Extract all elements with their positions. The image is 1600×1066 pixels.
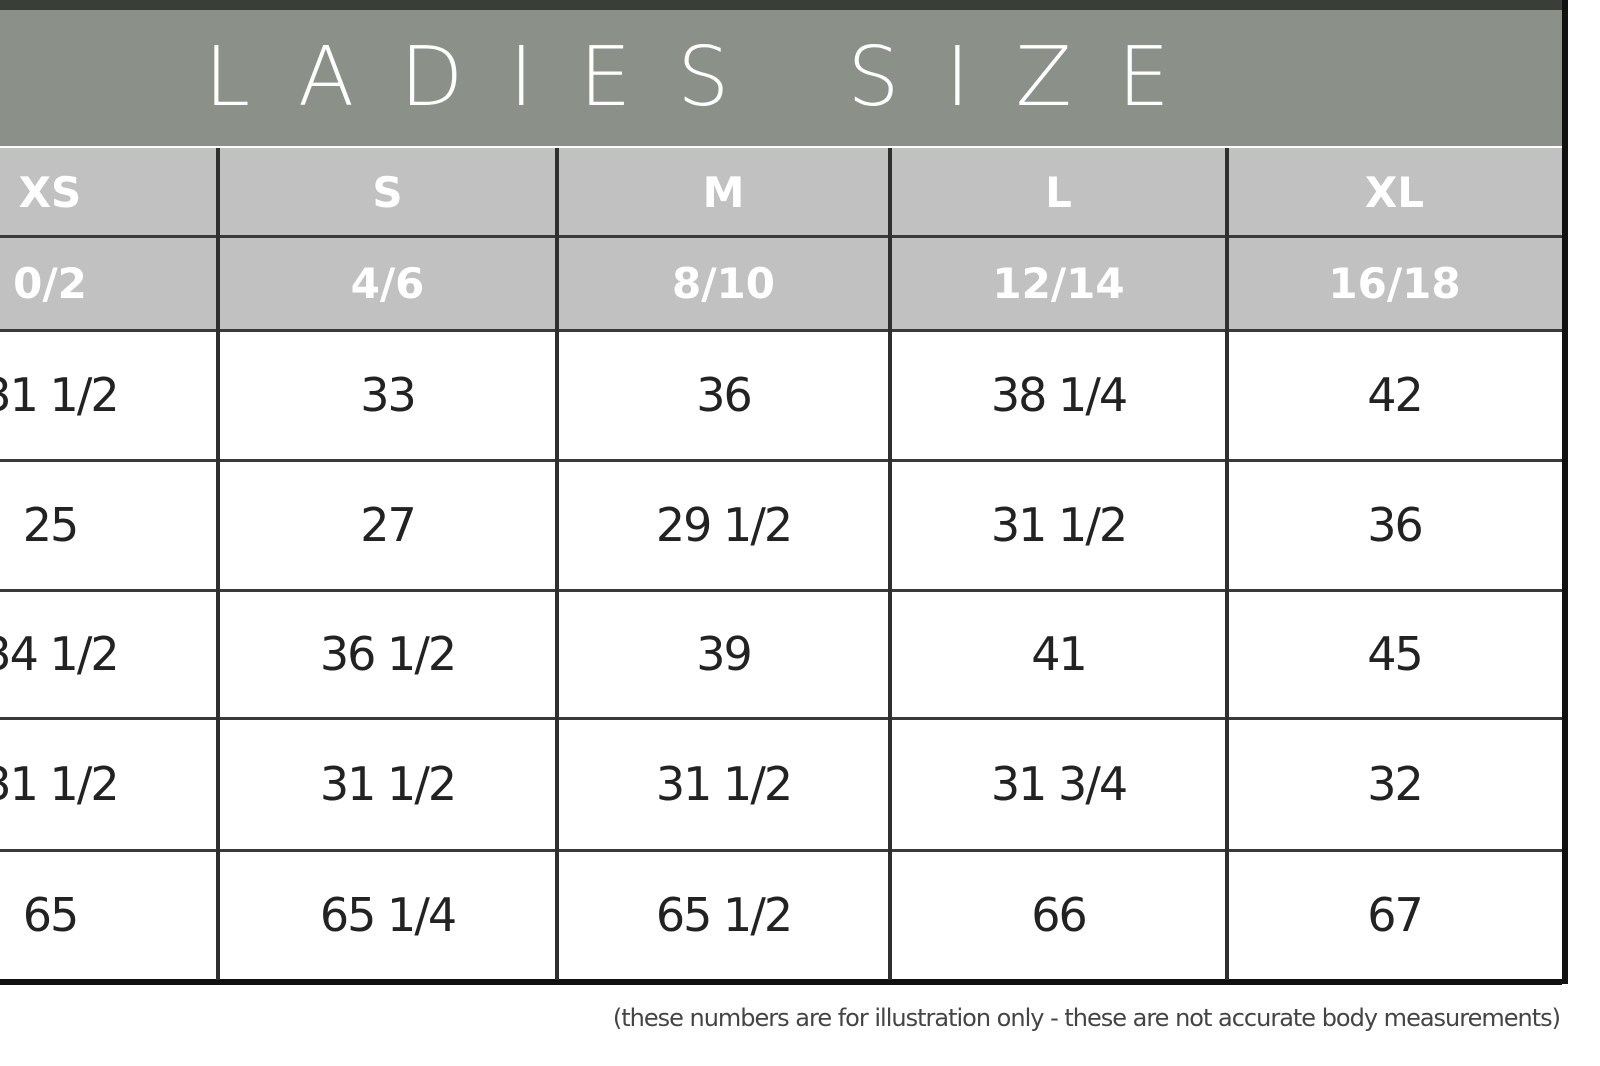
measurement: 66 [1031, 888, 1088, 942]
measurement: 38 1/4 [990, 368, 1128, 422]
row-line [0, 849, 1562, 852]
measurement: 31 3/4 [990, 757, 1128, 811]
row-line [0, 459, 1562, 462]
numeric-size: 8/10 [671, 258, 775, 308]
size-label: S [372, 167, 403, 217]
measurement: 65 [22, 888, 80, 942]
measurement: 67 [1367, 888, 1424, 942]
measurement: 27 [360, 498, 417, 552]
numeric-size: 12/14 [992, 258, 1125, 308]
numeric-size: 4/6 [350, 258, 425, 308]
measurement: 31 1/2 [655, 757, 793, 811]
column-line [1225, 148, 1229, 980]
row-line [0, 717, 1562, 720]
top-bar [0, 0, 1568, 10]
row-line [0, 235, 1562, 238]
table-border [1562, 0, 1568, 984]
measurement: 39 [696, 627, 753, 681]
measurement: 41 [1031, 627, 1088, 681]
size-label: L [1045, 167, 1072, 217]
row-line [0, 329, 1562, 332]
measurement: 31 1/2 [990, 498, 1128, 552]
header-band [0, 148, 1562, 330]
measurement: 33 [360, 368, 417, 422]
size-label: XS [18, 167, 82, 217]
measurement: 31 1/2 [319, 757, 457, 811]
measurement: 31 1/2 [0, 368, 120, 422]
row-line [0, 979, 1562, 985]
measurement: 32 [1367, 757, 1424, 811]
measurement: 34 1/2 [0, 627, 120, 681]
measurement: 36 1/2 [319, 627, 457, 681]
column-line [555, 148, 559, 980]
measurement: 45 [1367, 627, 1424, 681]
title-band [0, 10, 1562, 146]
row-line [0, 589, 1562, 592]
size-label: XL [1364, 167, 1425, 217]
column-line [888, 148, 892, 980]
size-label: M [702, 167, 745, 217]
measurement: 29 1/2 [655, 498, 793, 552]
measurement: 65 1/4 [319, 888, 457, 942]
column-line [216, 148, 220, 980]
numeric-size: 0/2 [13, 258, 87, 308]
measurement: 65 1/2 [655, 888, 793, 942]
measurement: 31 1/2 [0, 757, 120, 811]
measurement: 42 [1367, 368, 1424, 422]
measurement: 36 [696, 368, 753, 422]
title: LADIES SIZE CHART [204, 30, 1216, 261]
footnote: (these numbers are for illustration only… [612, 1004, 1561, 1032]
measurement: 25 [22, 498, 80, 552]
numeric-size: 16/18 [1328, 258, 1461, 308]
measurement: 36 [1367, 498, 1424, 552]
